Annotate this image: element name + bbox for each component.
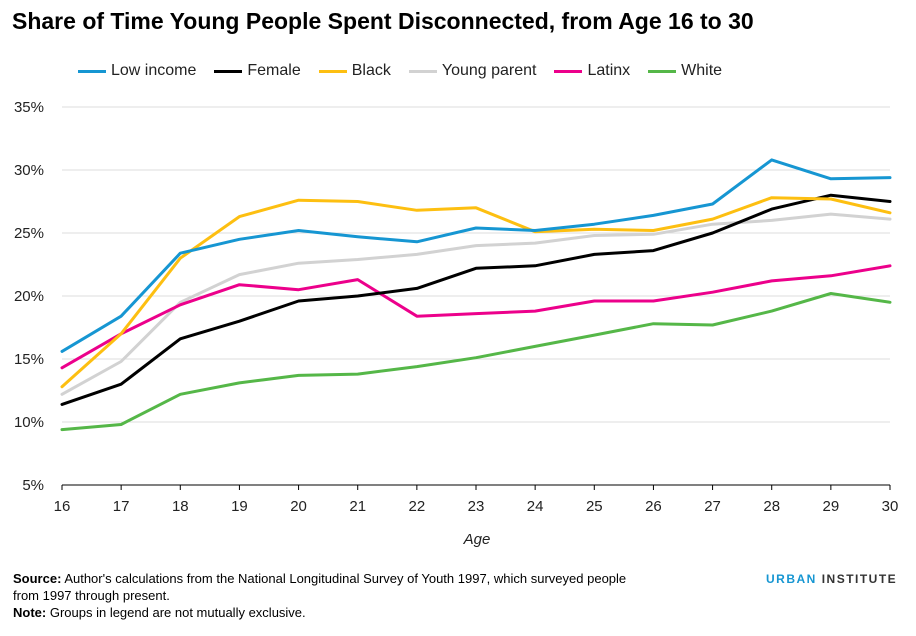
axis-layer: 5% 10% 15% 20% 25% 30% 35% 16 17 18 19 20 21 22 23 24 25… [14, 99, 898, 548]
x-tick-label: 22 [409, 498, 426, 515]
x-tick-label: 16 [54, 498, 71, 515]
x-tick-label: 18 [172, 498, 189, 515]
legend-label: Black [351, 62, 391, 79]
legend-item: Black [318, 62, 391, 80]
y-tick-label: 30% [14, 162, 44, 179]
legend-swatch [554, 69, 583, 73]
legend-swatch [318, 69, 347, 73]
x-tick-label: 19 [231, 498, 248, 515]
x-tick-label: 28 [763, 498, 780, 515]
y-tick-label: 10% [14, 414, 44, 431]
brand-urban-word: URBAN [766, 572, 817, 586]
y-tick-label: 35% [14, 99, 44, 116]
series-line-female [60, 193, 892, 406]
legend-label: Young parent [441, 62, 537, 79]
legend-swatch [648, 69, 677, 73]
x-tick-label: 30 [882, 498, 899, 515]
legend-item: Latinx [554, 62, 630, 80]
series-line-young-parent [60, 212, 892, 396]
groups-note: Note: Groups in legend are not mutually … [13, 605, 306, 620]
x-tick-label: 17 [113, 498, 130, 515]
x-tick-label: 21 [349, 498, 366, 515]
y-tick-label: 25% [14, 225, 44, 242]
x-tick-label: 23 [468, 498, 485, 515]
y-tick-label: 15% [14, 351, 44, 368]
legend-item: Young parent [408, 62, 537, 80]
grid-layer [62, 106, 890, 423]
legend-label: Low income [111, 62, 197, 79]
source-note: Source: Author's calculations from the N… [13, 571, 627, 603]
legend-label: Female [247, 62, 301, 79]
series-line-latinx [60, 264, 892, 370]
x-tick-label: 29 [823, 498, 840, 515]
legend-label: White [681, 62, 723, 79]
chart-legend: Low income Female Black Young parent Latinx W… [78, 62, 740, 80]
legend-item: Female [214, 62, 301, 80]
chart-footer: Source: Author's calculations from the N… [13, 570, 653, 621]
x-tick-label: 24 [527, 498, 544, 515]
x-axis-title: Age [463, 531, 491, 548]
legend-swatch [408, 69, 437, 73]
legend-swatch [214, 69, 243, 73]
y-tick-label: 5% [22, 477, 44, 494]
series-line-low-income [60, 158, 892, 353]
x-tick-label: 27 [704, 498, 721, 515]
legend-label: Latinx [587, 62, 631, 79]
legend-item: White [648, 62, 722, 80]
x-tick-label: 20 [290, 498, 307, 515]
series-line-black [60, 196, 892, 389]
brand-institute-word: INSTITUTE [821, 572, 898, 586]
legend-item: Low income [78, 62, 196, 80]
x-tick-label: 25 [586, 498, 603, 515]
series-layer [60, 158, 892, 432]
chart-title: Share of Time Young People Spent Disconn… [12, 8, 754, 34]
legend-swatch [78, 69, 106, 73]
y-tick-label: 20% [14, 288, 44, 305]
series-line-white [60, 292, 892, 432]
x-tick-label: 26 [645, 498, 662, 515]
urban-institute-logo: URBAN INSTITUTE [766, 572, 897, 586]
